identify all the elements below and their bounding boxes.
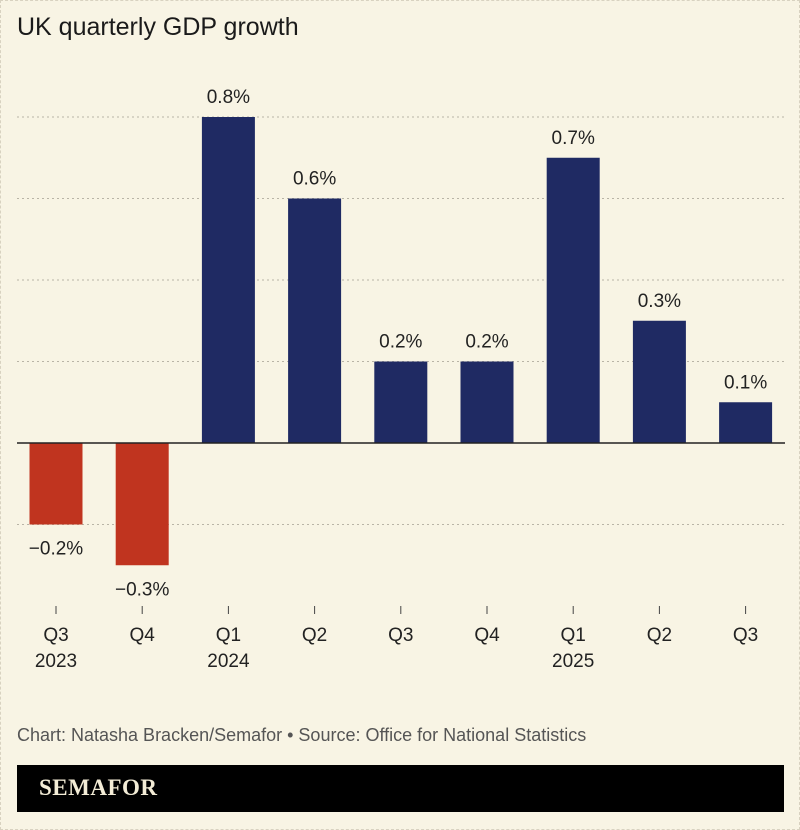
data-label: 0.6% [293, 169, 336, 190]
x-tick-year-label: 2023 [35, 651, 77, 672]
x-tick-label: Q4 [474, 625, 500, 646]
x-tick-label: Q1 [561, 625, 586, 646]
x-tick-year-label: 2024 [207, 651, 250, 672]
data-label: 0.1% [724, 372, 767, 393]
x-tick-label: Q1 [216, 625, 241, 646]
data-label: 0.7% [552, 128, 595, 149]
data-label: 0.2% [379, 332, 422, 353]
bar [115, 443, 169, 566]
semafor-logo: SEMAFOR [39, 775, 158, 800]
data-label: 0.3% [638, 291, 681, 312]
x-tick-label: Q3 [733, 625, 758, 646]
data-label: 0.8% [207, 87, 250, 108]
chart-credit: Chart: Natasha Bracken/Semafor • Source:… [17, 725, 587, 745]
bar [546, 157, 600, 443]
bar [288, 198, 342, 443]
bar [719, 402, 773, 443]
bar [201, 117, 255, 443]
bar [374, 361, 428, 443]
chart-title: UK quarterly GDP growth [17, 13, 299, 41]
bar [29, 443, 83, 525]
x-tick-label: Q4 [130, 625, 156, 646]
x-tick-label: Q3 [388, 625, 413, 646]
x-tick-label: Q2 [302, 625, 327, 646]
data-label: −0.3% [115, 579, 170, 600]
bar-chart: −0.2% Q3 2023 −0.3% Q4 0.8% Q1 2024 0.6% Q2 0.2% Q3… [17, 87, 785, 672]
brand-bar: SEMAFOR [17, 765, 784, 812]
x-tick-label: Q2 [647, 625, 672, 646]
data-label: 0.2% [465, 332, 508, 353]
data-label: −0.2% [29, 539, 84, 560]
bar [632, 320, 686, 443]
x-tick-year-label: 2025 [552, 651, 594, 672]
x-tick-label: Q3 [43, 625, 68, 646]
bar [460, 361, 514, 443]
